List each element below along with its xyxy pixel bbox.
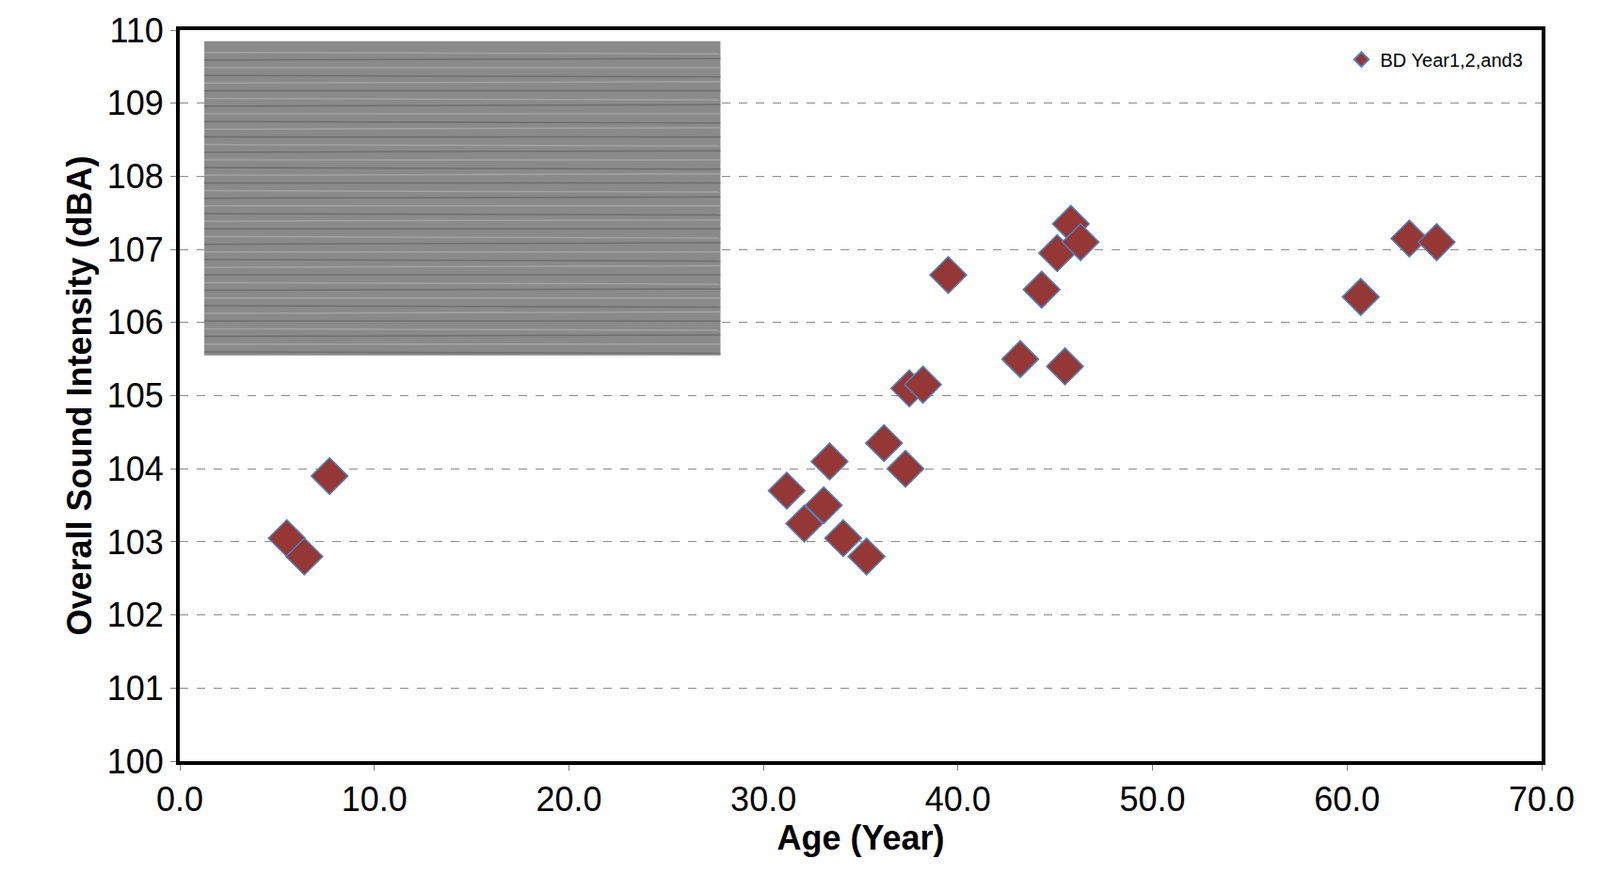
svg-text:109: 109 bbox=[107, 83, 164, 123]
svg-text:Overall Sound Intensity (dBA): Overall Sound Intensity (dBA) bbox=[60, 155, 99, 636]
svg-text:107: 107 bbox=[107, 230, 164, 270]
svg-text:0.0: 0.0 bbox=[156, 780, 204, 819]
svg-text:50.0: 50.0 bbox=[1120, 780, 1186, 819]
svg-text:Age (Year): Age (Year) bbox=[776, 818, 944, 858]
svg-text:100: 100 bbox=[107, 742, 164, 782]
svg-text:103: 103 bbox=[107, 523, 164, 562]
svg-text:70.0: 70.0 bbox=[1508, 780, 1575, 819]
svg-text:101: 101 bbox=[107, 669, 164, 708]
svg-text:40.0: 40.0 bbox=[925, 780, 992, 819]
svg-text:110: 110 bbox=[109, 11, 163, 50]
svg-text:BD Year1,2,and3: BD Year1,2,and3 bbox=[1380, 49, 1523, 71]
svg-text:60.0: 60.0 bbox=[1313, 780, 1380, 819]
svg-text:105: 105 bbox=[107, 376, 164, 416]
svg-text:106: 106 bbox=[107, 303, 164, 342]
svg-text:10.0: 10.0 bbox=[341, 780, 408, 819]
svg-text:102: 102 bbox=[107, 595, 164, 635]
svg-text:20.0: 20.0 bbox=[535, 780, 602, 819]
svg-text:104: 104 bbox=[107, 449, 164, 489]
svg-text:108: 108 bbox=[107, 157, 164, 196]
svg-text:30.0: 30.0 bbox=[730, 780, 797, 819]
